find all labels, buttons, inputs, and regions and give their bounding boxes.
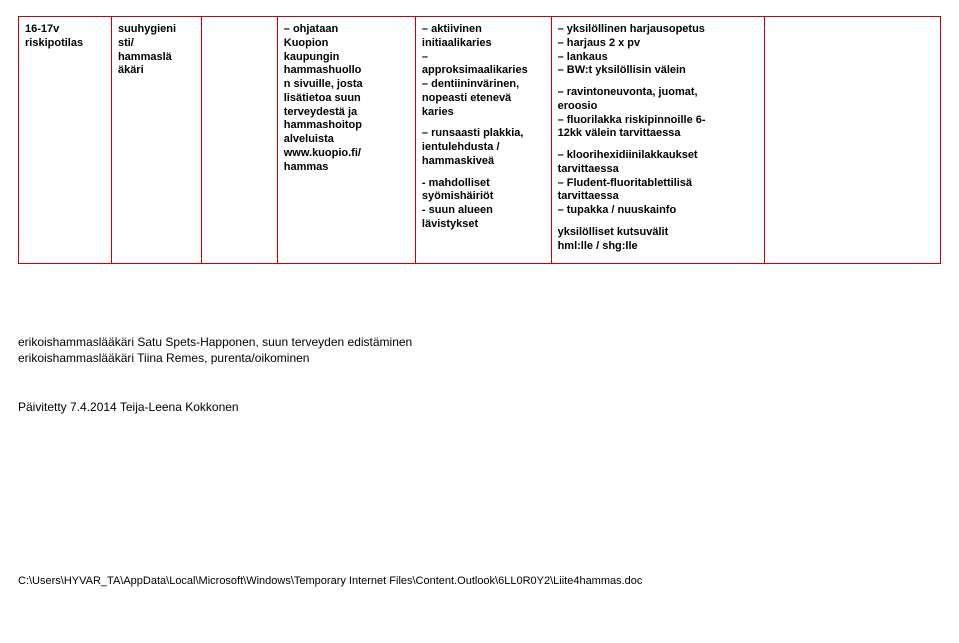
cell-role-l4: äkäri bbox=[118, 64, 144, 76]
cell-age-line2: riskipotilas bbox=[25, 37, 83, 49]
cell-role: suuhygieni sti/ hammaslä äkäri bbox=[111, 17, 201, 264]
c5-gap3 bbox=[558, 218, 759, 226]
cell-findings: aktiivineninitiaalikaries approksimaalik… bbox=[415, 17, 551, 264]
c5-l3: lankaus bbox=[558, 51, 759, 65]
c5-gap1 bbox=[558, 78, 759, 86]
notes-block: erikoishammaslääkäri Satu Spets-Happonen… bbox=[18, 334, 941, 415]
c4-e: mahdollisetsyömishäiriöt bbox=[422, 177, 545, 205]
cell-role-l3: hammaslä bbox=[118, 51, 172, 63]
note-line1: erikoishammaslääkäri Satu Spets-Happonen… bbox=[18, 334, 941, 350]
c5-l9: tupakka / nuuskainfo bbox=[558, 204, 759, 218]
c5-l5: ravintoneuvonta, juomat,eroosio bbox=[558, 86, 759, 114]
c4-f: suun alueenlävistykset bbox=[422, 204, 545, 232]
c5-l4: BW:t yksilöllisin välein bbox=[558, 64, 759, 78]
c4-gap2 bbox=[422, 169, 545, 177]
cell-guidance: ohjataan Kuopion kaupungin hammashuollo … bbox=[277, 17, 415, 264]
page: 16-17v riskipotilas suuhygieni sti/ hamm… bbox=[0, 0, 959, 597]
cell-empty-2 bbox=[765, 17, 941, 264]
c5-l8: Fludent-fluoritablettilisätarvittaessa bbox=[558, 177, 759, 205]
c4-gap1 bbox=[422, 119, 545, 127]
cell-empty-1 bbox=[202, 17, 277, 264]
cell-age-line1: 16-17v bbox=[25, 23, 59, 35]
table-row: 16-17v riskipotilas suuhygieni sti/ hamm… bbox=[19, 17, 941, 264]
c4-a: aktiivineninitiaalikaries bbox=[422, 23, 545, 51]
note-line3: Päivitetty 7.4.2014 Teija-Leena Kokkonen bbox=[18, 399, 941, 415]
c5-l2: harjaus 2 x pv bbox=[558, 37, 759, 51]
c5-gap2 bbox=[558, 141, 759, 149]
cell-role-l2: sti/ bbox=[118, 37, 134, 49]
main-table: 16-17v riskipotilas suuhygieni sti/ hamm… bbox=[18, 16, 941, 264]
footer-path: C:\Users\HYVAR_TA\AppData\Local\Microsof… bbox=[18, 575, 941, 587]
c4-c: dentiininvärinen,nopeasti eteneväkaries bbox=[422, 78, 545, 119]
note-line2: erikoishammaslääkäri Tiina Remes, purent… bbox=[18, 350, 941, 366]
cell-actions: yksilöllinen harjausopetus harjaus 2 x p… bbox=[551, 17, 765, 264]
c5-l1: yksilöllinen harjausopetus bbox=[558, 23, 759, 37]
cell-age: 16-17v riskipotilas bbox=[19, 17, 112, 264]
c4-d: runsaasti plakkia, ientulehdusta / hamma… bbox=[422, 127, 545, 168]
c3-block: ohjataan Kuopion kaupungin hammashuollo … bbox=[284, 23, 409, 174]
c5-l10: yksilölliset kutsuvälithml:lle / shg:lle bbox=[558, 226, 759, 254]
cell-role-l1: suuhygieni bbox=[118, 23, 176, 35]
c4-b: approksimaalikaries bbox=[422, 51, 545, 79]
c5-l6: fluorilakka riskipinnoille 6-12kk välein… bbox=[558, 114, 759, 142]
c5-l7: kloorihexidiinilakkauksettarvittaessa bbox=[558, 149, 759, 177]
